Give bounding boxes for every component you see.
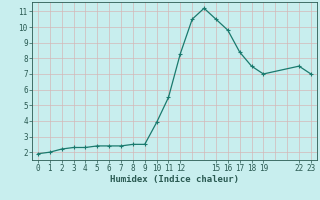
X-axis label: Humidex (Indice chaleur): Humidex (Indice chaleur) [110,175,239,184]
